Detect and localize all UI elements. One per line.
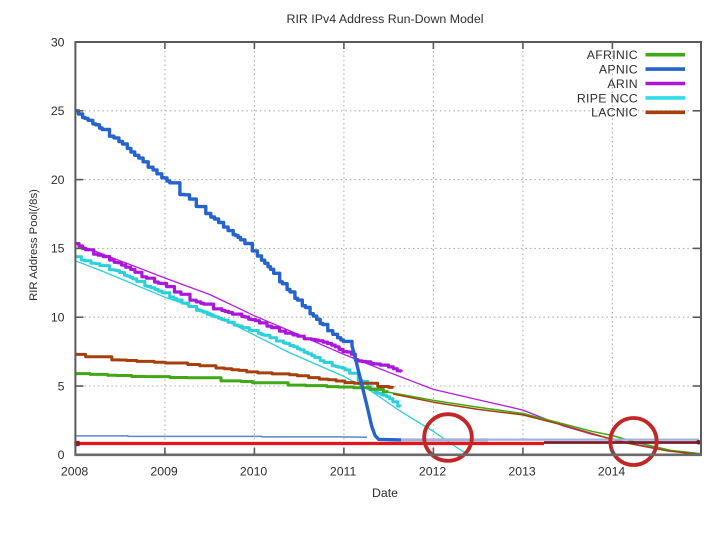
svg-text:10: 10: [51, 311, 65, 325]
svg-text:2013: 2013: [508, 465, 536, 479]
svg-text:ARIN: ARIN: [607, 77, 638, 91]
svg-text:RIR IPv4 Address Run-Down Mode: RIR IPv4 Address Run-Down Model: [287, 12, 484, 26]
svg-text:20: 20: [51, 173, 65, 187]
svg-text:2010: 2010: [240, 465, 268, 479]
svg-text:0: 0: [58, 448, 65, 462]
svg-text:2009: 2009: [150, 465, 178, 479]
svg-text:RIR Address Pool(/8s): RIR Address Pool(/8s): [28, 189, 40, 301]
svg-text:15: 15: [51, 242, 65, 256]
svg-text:APNIC: APNIC: [599, 63, 638, 77]
svg-text:Date: Date: [372, 486, 398, 500]
svg-text:2011: 2011: [330, 465, 357, 479]
svg-text:2014: 2014: [598, 465, 626, 479]
svg-text:25: 25: [51, 104, 65, 118]
svg-text:30: 30: [51, 35, 65, 49]
svg-text:RIPE NCC: RIPE NCC: [577, 91, 638, 105]
svg-text:LACNIC: LACNIC: [591, 106, 638, 120]
svg-text:2012: 2012: [419, 465, 447, 479]
svg-text:2008: 2008: [61, 465, 89, 479]
svg-text:AFRINIC: AFRINIC: [587, 48, 638, 62]
svg-text:5: 5: [58, 379, 65, 393]
